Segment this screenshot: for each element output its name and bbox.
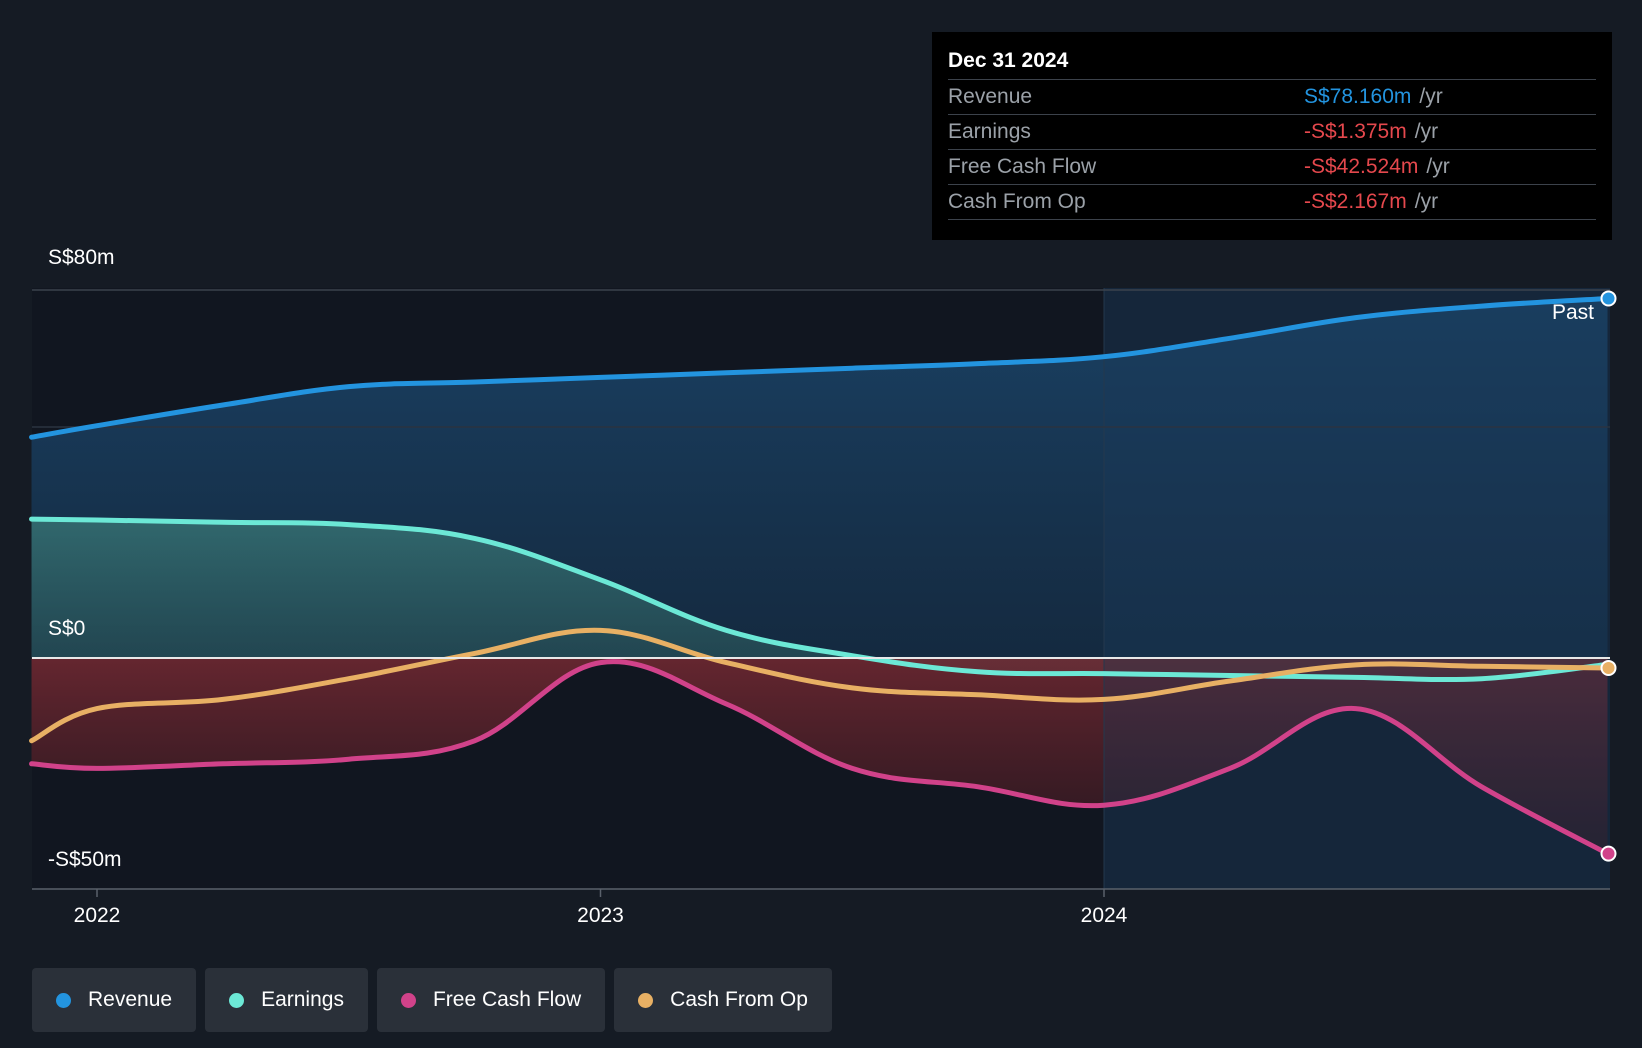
tooltip-row-label: Free Cash Flow [948,155,1097,178]
legend-dot-icon [638,992,654,1008]
series-areas [31,288,1610,889]
y-tick-label: S$0 [48,617,85,640]
tooltip-row-value: -S$1.375m [1304,120,1407,143]
tooltip-row-value: -S$42.524m [1304,155,1419,178]
tooltip-row-unit: /yr [1419,85,1443,108]
tooltip-row-label: Cash From Op [948,190,1086,213]
tooltip-row-unit: /yr [1426,155,1450,178]
tooltip-row: Free Cash Flow -S$42.524m/yr [948,150,1596,185]
tooltip-date: Dec 31 2024 [948,46,1596,80]
recent-region-overlay [1104,288,1610,889]
free-cash-flow-area [31,658,1608,854]
x-tick-label: 2024 [1081,904,1128,927]
y-tick-label: S$80m [48,246,115,269]
earnings-area [31,519,1608,680]
legend-item-cash-from-op[interactable]: Cash From Op [614,968,832,1032]
x-tick-label: 2022 [74,904,121,927]
legend-label: Cash From Op [670,988,808,1011]
free-cash-flow-end-marker [1600,845,1617,862]
tooltip-row-label: Revenue [948,85,1033,108]
cash-from-op-end-marker [1600,659,1617,676]
legend-dot-icon [56,992,71,1008]
legend-label: Revenue [88,988,173,1011]
legend-dot-icon [400,992,416,1008]
revenue-line [29,295,1610,440]
tooltip-row-value: S$78.160m [1304,85,1412,108]
legend: Revenue Earnings Free Cash Flow Cash From O… [32,968,832,1032]
legend-label: Free Cash Flow [432,988,582,1011]
tooltip-row: Earnings -S$1.375m/yr [948,115,1596,150]
x-tick-label: 2023 [577,904,624,927]
tooltip-row: Cash From Op -S$2.167m/yr [948,185,1596,220]
legend-item-earnings[interactable]: Earnings [205,968,368,1032]
tooltip-row-value: -S$2.167m [1304,190,1407,213]
series-lines [29,290,1617,862]
past-label: Past [1552,301,1594,324]
y-tick-label: -S$50m [48,848,122,871]
tooltip-panel: Dec 31 2024 Revenue S$78.160m/yr Earnings -… [932,32,1612,240]
legend-item-revenue[interactable]: Revenue [32,968,197,1032]
tooltip-row-unit: /yr [1414,120,1439,143]
legend-label: Earnings [261,988,344,1011]
free-cash-flow-line [29,659,1610,857]
tooltip-row-unit: /yr [1414,190,1439,213]
cash-from-op-line [29,627,1610,744]
grid-lines [32,289,1610,890]
legend-dot-icon [229,992,245,1008]
revenue-end-marker [1600,290,1617,307]
legend-item-free-cash-flow[interactable]: Free Cash Flow [376,968,606,1032]
tooltip-row-label: Earnings [948,120,1031,143]
tooltip-rows: Revenue S$78.160m/yr Earnings -S$1.375m/yr F… [948,80,1596,220]
earnings-line [29,516,1610,683]
tooltip-row: Revenue S$78.160m/yr [948,80,1596,115]
axis-labels: S$80m S$0 -S$50m 2022 2023 2024 Past [48,246,1594,927]
